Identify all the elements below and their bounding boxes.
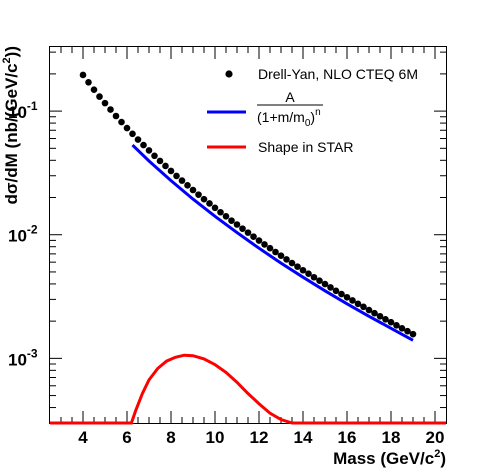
data-point (112, 112, 120, 120)
data-point (162, 162, 169, 170)
data-point (393, 322, 400, 329)
data-point (129, 130, 136, 138)
data-point (288, 259, 296, 267)
x-tick-label: 16 (338, 428, 357, 447)
data-point (118, 118, 125, 126)
y-axis-title: dσ/dM (nb/(GeV/c2)) (1, 46, 21, 204)
data-point (156, 157, 164, 165)
legend-fit-denominator: (1+m/m0)n (257, 107, 321, 129)
data-point (398, 325, 406, 332)
data-point (90, 86, 98, 93)
data-point (266, 244, 274, 252)
legend-label-drell-yan: Drell-Yan, NLO CTEQ 6M (258, 66, 418, 82)
data-point (244, 229, 252, 236)
series-fit-line (131, 144, 414, 342)
data-point (376, 312, 384, 320)
plot-frame (49, 46, 447, 424)
data-point (354, 300, 362, 308)
data-point (173, 172, 180, 180)
data-point (189, 186, 197, 194)
data-point (184, 182, 191, 189)
x-tick-labels: 4 6 8 10 12 14 16 18 20 (78, 428, 444, 447)
data-point (145, 147, 153, 154)
data-point (387, 318, 395, 326)
data-point (283, 256, 290, 263)
data-point (299, 266, 307, 274)
data-point (316, 277, 323, 284)
data-point (404, 327, 411, 335)
data-point (134, 136, 142, 143)
x-tick-label: 12 (250, 428, 269, 447)
data-point (338, 290, 345, 298)
data-point (101, 99, 109, 107)
x-tick-label: 20 (426, 428, 445, 447)
data-point (79, 71, 87, 79)
data-point (327, 284, 334, 291)
data-point (250, 233, 257, 240)
data-point (332, 287, 340, 295)
x-tick-label: 4 (78, 428, 88, 447)
data-point (261, 241, 268, 248)
y-tick-labels: 10-3 10-2 10-1 (8, 99, 38, 369)
data-point (206, 200, 213, 207)
data-point (151, 152, 158, 160)
x-tick-label: 6 (122, 428, 131, 447)
data-point (255, 237, 263, 244)
data-point (140, 141, 147, 149)
series-drell-yan-markers (79, 71, 417, 338)
data-point (365, 306, 373, 314)
data-point (272, 248, 279, 256)
x-tick-label: 8 (166, 428, 175, 447)
y-tick-label: 10-3 (8, 346, 38, 369)
data-point (305, 270, 312, 277)
legend-marker-drell-yan (225, 70, 233, 78)
data-point (349, 297, 356, 304)
data-point (294, 263, 301, 270)
data-point (211, 204, 219, 212)
data-point (382, 315, 389, 323)
data-point (321, 280, 329, 288)
data-point (217, 208, 224, 216)
data-point (343, 293, 351, 301)
legend: Drell-Yan, NLO CTEQ 6M A (1+m/m0)n Shape… (207, 66, 418, 155)
axis-ticks (50, 47, 446, 424)
data-point (107, 106, 114, 113)
data-point (228, 217, 235, 224)
data-point (277, 252, 285, 259)
data-point (96, 93, 103, 100)
data-point (195, 191, 202, 198)
data-point (85, 78, 92, 86)
data-point (233, 221, 241, 228)
legend-label-star: Shape in STAR (258, 139, 353, 155)
y-tick-label: 10-2 (8, 223, 38, 246)
x-tick-label: 10 (206, 428, 225, 447)
data-point (360, 303, 367, 311)
data-point (222, 212, 230, 220)
data-point (200, 195, 208, 203)
x-tick-label: 18 (382, 428, 401, 447)
data-point (123, 124, 131, 132)
x-tick-label: 14 (294, 428, 313, 447)
data-point (409, 330, 417, 338)
data-point (167, 167, 175, 175)
data-point (371, 309, 378, 317)
data-point (239, 225, 246, 232)
y-tick-label: 10-1 (8, 99, 38, 122)
legend-fit-numerator: A (285, 89, 295, 105)
x-axis-title: Mass (GeV/c2) (333, 448, 446, 468)
series-shape-in-star (50, 353, 446, 425)
data-point (310, 273, 318, 281)
data-point (178, 177, 186, 184)
